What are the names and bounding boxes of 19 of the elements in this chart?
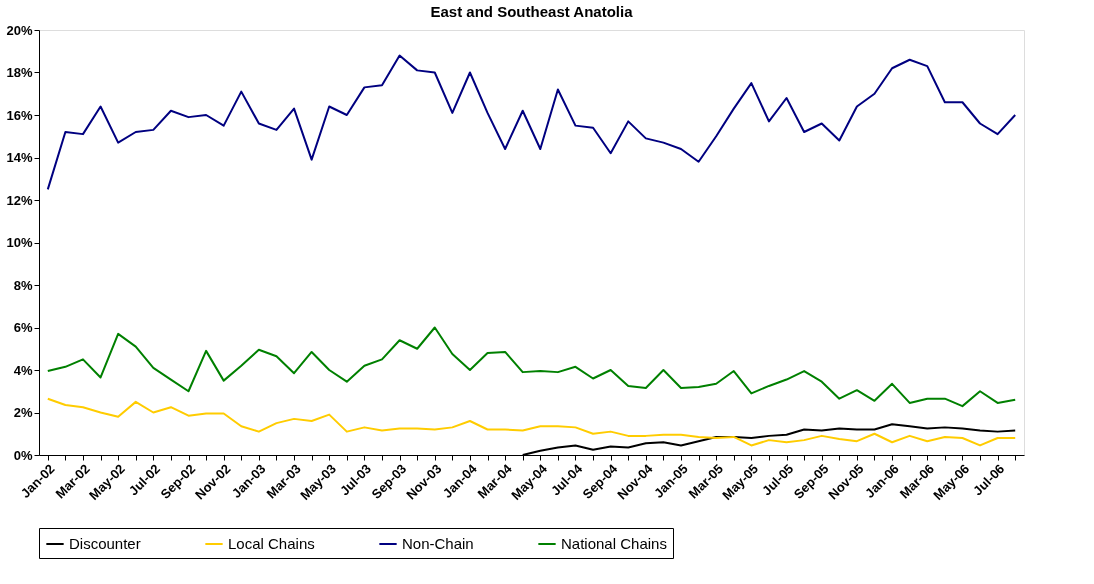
line-series: [46, 326, 1017, 408]
y-tick-label: 2%: [13, 405, 33, 420]
legend-label: National Chains: [561, 535, 667, 552]
y-tick-label: 20%: [6, 22, 33, 38]
y-tick-label: 14%: [6, 150, 33, 165]
y-tick-label: 10%: [6, 235, 33, 250]
y-tick-label: 6%: [13, 320, 33, 335]
legend-label: Discounter: [69, 535, 141, 552]
legend-label: Non-Chain: [402, 535, 474, 552]
y-tick-label: 0%: [13, 447, 33, 463]
chart-title: East and Southeast Anatolia: [430, 3, 634, 20]
line-series: [46, 397, 1017, 447]
y-tick-label: 12%: [6, 192, 33, 208]
line-series: [46, 54, 1017, 191]
y-tick-label: 4%: [13, 362, 33, 378]
legend-label: Local Chains: [228, 535, 315, 552]
y-tick-label: 8%: [13, 277, 33, 293]
y-tick-label: 16%: [6, 107, 33, 123]
y-tick-label: 18%: [6, 65, 33, 80]
